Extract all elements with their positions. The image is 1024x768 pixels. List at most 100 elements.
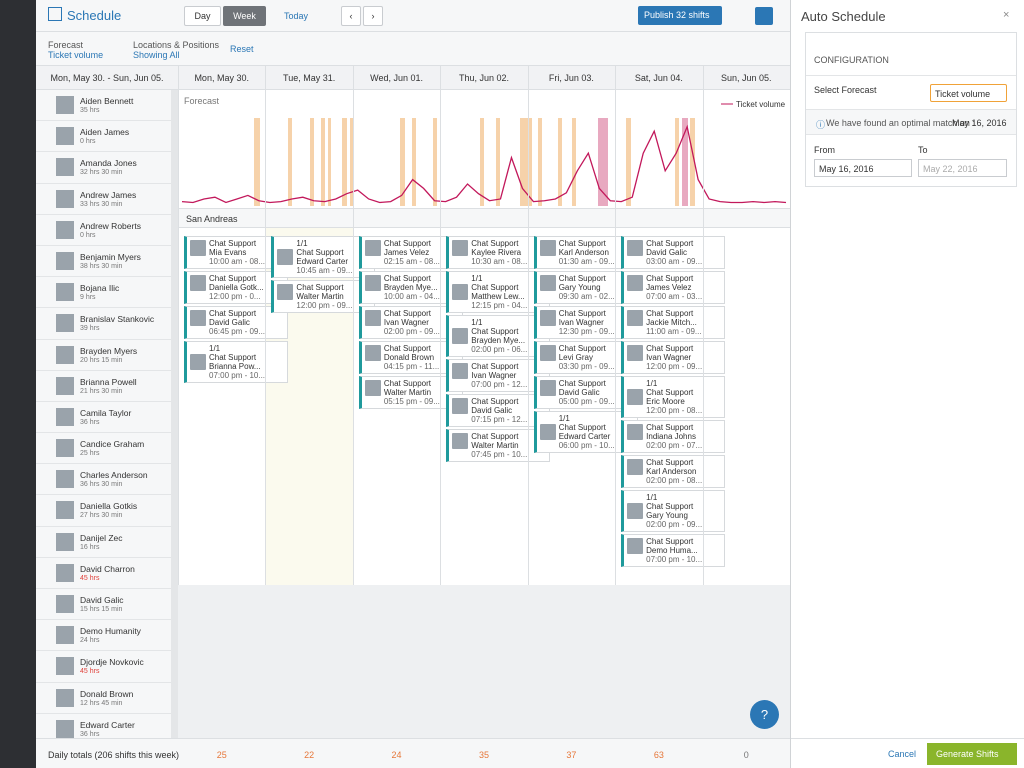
daily-total: 24 — [391, 750, 402, 760]
shift-position: Chat Support — [383, 309, 431, 318]
shift-name: David Galic — [209, 318, 250, 327]
shift-position: Chat Support — [209, 309, 257, 318]
shift-card[interactable]: Chat Support Walter Martin 05:15 pm - 09..… — [358, 376, 463, 409]
avatar — [627, 310, 644, 326]
shift-name: David Galic — [471, 406, 513, 415]
shift-card[interactable]: Chat Support Jackie Mitch... 11:00 am - 09… — [621, 306, 726, 339]
avatar — [56, 314, 74, 333]
shift-card[interactable]: 1/1 Chat Support Gary Young 02:00 pm - 09..… — [621, 490, 726, 532]
shift-position: Chat Support — [646, 423, 694, 432]
shift-card[interactable]: Chat Support Gary Young 09:30 am - 02... — [533, 271, 638, 304]
shift-column: 1/1 Chat Support Edward Carter 10:45 am - 0… — [271, 236, 376, 315]
shift-position: Chat Support — [646, 239, 694, 248]
shift-time: 03:30 pm - 09... — [558, 362, 615, 371]
help-button[interactable]: ? — [750, 700, 779, 729]
next-button[interactable]: › — [363, 6, 383, 26]
shift-position: Chat Support — [383, 379, 431, 388]
avatar — [56, 158, 74, 177]
avatar — [190, 354, 206, 370]
shift-card[interactable]: Chat Support Ivan Wagner 07:00 pm - 12... — [446, 359, 551, 392]
employee-row: Aiden Bennett 35 hrs — [36, 90, 172, 122]
forecast-chart: Forecast Ticket volume — [181, 96, 787, 206]
avatar — [56, 626, 74, 645]
employee-row: Brayden Myers 20 hrs 15 min — [36, 340, 172, 371]
employee-row: Candice Graham 25 hrs — [36, 433, 172, 465]
reset-button[interactable]: Reset — [230, 44, 254, 54]
shift-position: Chat Support — [383, 239, 431, 248]
shift-name: Ivan Wagner — [558, 318, 604, 327]
locations-label: Locations & Positions — [133, 40, 220, 50]
shift-card[interactable]: 1/1 Chat Support Brianna Pow... 07:00 pm - … — [184, 341, 288, 383]
avatar — [539, 424, 556, 440]
shift-card[interactable]: Chat Support Walter Martin 07:45 pm - 10..… — [446, 429, 551, 462]
shift-card[interactable]: Chat Support Levi Gray 03:30 pm - 09... — [533, 341, 638, 374]
shift-card[interactable]: 1/1 Chat Support Edward Carter 10:45 am - 0… — [271, 236, 376, 278]
shift-card[interactable]: Chat Support Walter Martin 12:00 pm - 09..… — [271, 280, 376, 313]
shift-card[interactable]: Chat Support David Galic 06:45 pm - 09... — [184, 306, 288, 339]
shift-card[interactable]: Chat Support Indiana Johns 02:00 pm - 07..… — [621, 420, 726, 453]
shift-card[interactable]: Chat Support David Galic 03:00 am - 09... — [621, 236, 726, 269]
week-button[interactable]: Week — [223, 6, 266, 26]
to-input[interactable]: May 22, 2016 — [918, 159, 1007, 177]
section-title: CONFIGURATION — [814, 55, 889, 65]
cancel-button[interactable]: Cancel — [888, 749, 917, 759]
shift-card[interactable]: Chat Support Daniella Gotk... 12:00 pm - 0… — [184, 271, 288, 304]
shift-card[interactable]: Chat Support Kaylee Rivera 10:30 am - 08..… — [446, 236, 551, 269]
shift-time: 02:00 pm - 07... — [646, 441, 703, 450]
shift-card[interactable]: 1/1 Chat Support Brayden Mye... 02:00 pm - … — [446, 315, 551, 357]
shift-card[interactable]: Chat Support Donald Brown 04:15 pm - 11... — [358, 341, 463, 374]
shift-name: Gary Young — [558, 283, 601, 292]
column-divider — [352, 66, 354, 585]
day-button[interactable]: Day — [184, 6, 221, 26]
shift-card[interactable]: Chat Support James Velez 07:00 am - 03... — [621, 271, 726, 304]
shift-time: 10:00 am - 04... — [383, 292, 440, 301]
avatar — [452, 284, 469, 300]
shift-position: Chat Support — [558, 309, 606, 318]
avatar — [56, 96, 74, 114]
from-input[interactable]: May 16, 2016 — [814, 159, 912, 177]
daily-total: 0 — [743, 750, 749, 760]
shift-card[interactable]: Chat Support Demo Huma... 07:00 pm - 10... — [621, 534, 726, 567]
shift-position: Chat Support — [558, 423, 606, 432]
shift-name: David Galic — [646, 248, 688, 257]
shift-card[interactable]: Chat Support James Velez 02:15 am - 08... — [358, 236, 463, 269]
shift-name: Walter Martin — [296, 292, 344, 301]
shift-position: Chat Support — [471, 327, 519, 336]
avatar — [56, 345, 74, 364]
day-label: Sun, Jun 05. — [721, 73, 772, 83]
shift-card[interactable]: 1/1 Chat Support Matthew Lew... 12:15 pm - … — [446, 271, 551, 313]
shift-card[interactable]: Chat Support Brayden Mye... 10:00 am - 04.… — [358, 271, 463, 304]
shift-time: 07:00 am - 03... — [646, 292, 703, 301]
shift-card[interactable]: 1/1 Chat Support Eric Moore 12:00 pm - 08..… — [621, 376, 726, 418]
shift-position: Chat Support — [471, 397, 519, 406]
prev-button[interactable]: ‹ — [341, 6, 361, 26]
close-button[interactable]: × — [1003, 9, 1010, 21]
publish-button[interactable]: Publish 32 shifts — [638, 6, 722, 25]
generate-button[interactable]: Generate Shifts — [927, 743, 1017, 765]
shift-time: 12:00 pm - 09... — [296, 301, 353, 310]
shift-position: Chat Support — [383, 344, 431, 353]
shift-card[interactable]: Chat Support David Galic 07:15 pm - 12... — [446, 394, 551, 427]
shift-time: 12:00 pm - 0... — [209, 292, 261, 301]
user-menu[interactable] — [755, 7, 773, 25]
shift-card[interactable]: Chat Support Karl Anderson 02:00 pm - 08..… — [621, 455, 726, 488]
scrollbar — [171, 90, 178, 738]
shift-time: 12:15 pm - 04... — [471, 301, 528, 310]
today-button[interactable]: Today — [284, 11, 309, 21]
shift-card[interactable]: Chat Support David Galic 05:00 pm - 09... — [533, 376, 638, 409]
employee-name: Djordje Novkovic — [80, 657, 144, 668]
day-label: Thu, Jun 02. — [458, 73, 510, 83]
avatar — [56, 439, 74, 458]
shift-card[interactable]: Chat Support Mia Evans 10:00 am - 08... — [184, 236, 288, 269]
avatar — [627, 424, 644, 440]
shift-card[interactable]: Chat Support Ivan Wagner 12:30 pm - 09... — [533, 306, 638, 339]
employee-hours: 16 hrs — [80, 543, 100, 551]
forecast-dropdown[interactable]: Ticket volume — [930, 84, 1007, 102]
employee-hours: 15 hrs 15 min — [80, 606, 123, 613]
locations-select[interactable]: Showing All — [133, 50, 180, 60]
shift-name: Brayden Mye... — [383, 283, 438, 292]
shift-card[interactable]: Chat Support Ivan Wagner 12:00 pm - 09... — [621, 341, 726, 374]
avatar — [627, 275, 644, 291]
avatar — [364, 345, 381, 361]
forecast-select[interactable]: Ticket volume — [48, 50, 104, 60]
